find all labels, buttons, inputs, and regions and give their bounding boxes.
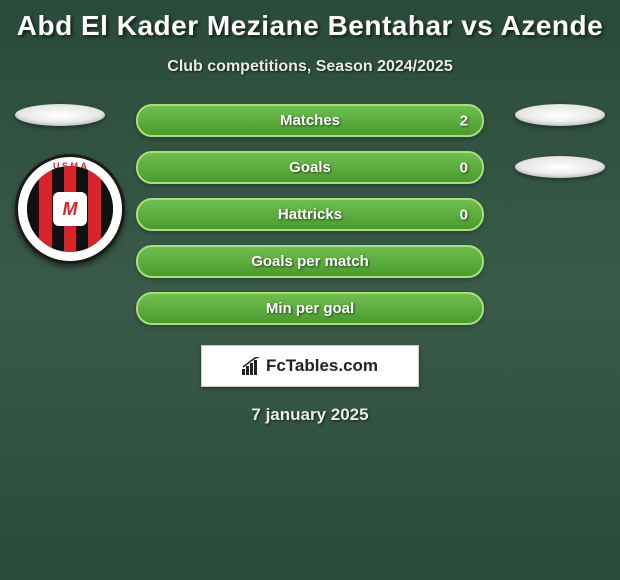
stat-label: Hattricks	[278, 206, 342, 223]
stat-value: 2	[460, 112, 468, 129]
decor-ellipse-left-1	[15, 104, 105, 126]
badge-glyph: M	[63, 199, 78, 220]
club-badge: U.S.M.A M	[15, 154, 125, 264]
decor-ellipse-right-1	[515, 104, 605, 126]
badge-circle: U.S.M.A M	[15, 154, 125, 264]
stat-label: Matches	[280, 112, 340, 129]
stat-label: Goals	[289, 159, 331, 176]
stat-label: Min per goal	[266, 300, 354, 317]
decor-ellipse-right-2	[515, 156, 605, 178]
stat-row-goals: Goals 0	[136, 151, 484, 184]
subtitle: Club competitions, Season 2024/2025	[167, 58, 452, 76]
stat-value: 0	[460, 159, 468, 176]
brand-box[interactable]: FcTables.com	[201, 345, 419, 387]
date-text: 7 january 2025	[251, 405, 368, 425]
main-container: Abd El Kader Meziane Bentahar vs Azende …	[0, 0, 620, 425]
stat-row-hattricks: Hattricks 0	[136, 198, 484, 231]
bar-chart-icon	[242, 357, 262, 375]
stat-row-goals-per-match: Goals per match	[136, 245, 484, 278]
page-title: Abd El Kader Meziane Bentahar vs Azende	[17, 10, 603, 42]
badge-emblem: M	[53, 192, 87, 226]
badge-inner: M	[27, 166, 113, 252]
stats-area: U.S.M.A M	[0, 104, 620, 425]
stat-value: 0	[460, 206, 468, 223]
stat-label: Goals per match	[251, 253, 369, 270]
stat-row-min-per-goal: Min per goal	[136, 292, 484, 325]
stat-row-matches: Matches 2	[136, 104, 484, 137]
brand-text: FcTables.com	[266, 356, 378, 376]
